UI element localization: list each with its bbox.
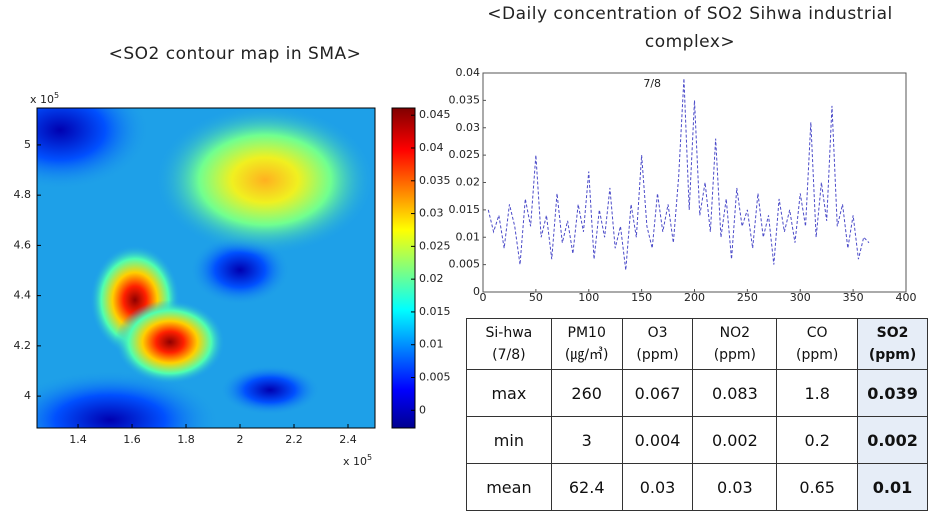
x-tick-label: 150 [631,291,652,304]
x-tick-label: 300 [790,291,811,304]
y-tick-label: 4.4 [14,289,32,302]
table-cell: 0.039 [857,369,928,417]
x-tick-label: 2 [237,433,244,446]
x-tick-label: 1.4 [69,433,87,446]
y-tick-label: 5 [24,138,31,151]
header-line: NO2 [719,325,751,341]
y-tick-label: 4 [24,389,31,402]
table-cell: 0.067 [621,369,694,417]
y-tick-label: 4.2 [14,339,32,352]
table-cell: 0.65 [776,463,859,511]
colorbar-tick-label: 0.025 [419,239,451,252]
colorbar-tick-label: 0.045 [419,108,451,121]
colorbar-tick-label: 0.03 [419,207,444,220]
header-cell: Si-hwa (7/8) [466,318,552,370]
x-tick-label: 350 [843,291,864,304]
colorbar-tick-label: 0 [419,403,426,416]
table-cell: 0.083 [692,369,778,417]
colorbar-tick-label: 0.005 [419,371,451,384]
y-tick-label: 0.01 [456,230,481,243]
contour-title: <SO2 contour map in SMA> [108,44,362,64]
x-tick-label: 1.8 [177,433,195,446]
header-line: PM10 [567,325,606,341]
y-tick-label: 0.02 [456,176,481,189]
table-cell: 0.004 [621,416,694,464]
x-tick-label: 200 [684,291,705,304]
x-multiplier: x 105 [343,453,372,469]
table-cell: 0.002 [857,416,928,464]
x-tick-label: 400 [896,291,917,304]
table-cell: 0.002 [692,416,778,464]
x-tick-label: 0 [480,291,487,304]
x-tick-label: 100 [578,291,599,304]
contour-field [37,108,375,428]
x-tick-label: 50 [529,291,543,304]
y-tick-label: 0.04 [456,66,481,79]
y-tick-label: 4.8 [14,188,32,201]
colorbar-tick-label: 0.02 [419,272,444,285]
colorbar-tick-label: 0.015 [419,305,451,318]
table-cell: 0.03 [692,463,778,511]
y-tick-label: 0.015 [449,203,481,216]
line-title: <Daily concentration of SO2 Sihwa indust… [487,4,893,52]
table-cell: 0.03 [621,463,694,511]
multiplier-base: x 10 [343,455,367,468]
header-cell: NO2 (ppm) [692,318,778,370]
header-line: (ppm) [636,347,679,363]
multiplier-exponent: 5 [54,91,59,100]
header-cell: PM10 (㎍/㎥) [550,318,623,370]
table-body: Si-hwa (7/8) PM10 (㎍/㎥) O3 (ppm) NO2 (ppm) CO (pp… [466,318,928,511]
table-cell: max [466,369,552,417]
y-tick-label: 0 [473,285,480,298]
table-cell: 1.8 [776,369,859,417]
y-tick-label: 0.03 [456,121,481,134]
table-cell: 0.2 [776,416,859,464]
header-line: O3 [647,325,668,341]
x-tick-label: 1.6 [123,433,141,446]
table-cell: 3 [550,416,623,464]
y-tick-label: 0.035 [449,93,481,106]
x-tick-label: 2.4 [339,433,357,446]
y-tick-label: 0.025 [449,148,481,161]
annotation: 7/8 [643,77,661,90]
header-cell: CO (ppm) [776,318,859,370]
header-line: (ppm) [795,347,839,363]
x-tick-label: 250 [737,291,758,304]
table-row: min 3 0.004 0.002 0.2 0.002 [466,416,928,464]
colorbar-tick-label: 0.035 [419,174,451,187]
y-multiplier: x 105 [30,91,59,107]
header-line: (㎍/㎥) [564,347,609,363]
table-cell: 62.4 [550,463,623,511]
header-line: (ppm) [713,347,757,363]
y-tick-label: 0.005 [449,258,481,271]
contour-frame [36,107,376,429]
y-tick-label: 4.6 [14,238,32,251]
header-line: (7/8) [492,347,526,363]
table-cell: mean [466,463,552,511]
header-line: (ppm) [868,347,917,363]
table-cell: min [466,416,552,464]
data-table: Si-hwa (7/8) PM10 (㎍/㎥) O3 (ppm) NO2 (ppm) CO (pp… [466,318,928,511]
multiplier-base: x 10 [30,93,54,106]
series-line [487,78,870,271]
table-row: mean 62.4 0.03 0.03 0.65 0.01 [466,463,928,511]
x-tick-label: 2.2 [285,433,303,446]
colorbar-tick-label: 0.01 [419,338,444,351]
header-cell: SO2 (ppm) [857,318,928,370]
table-row: max 260 0.067 0.083 1.8 0.039 [466,369,928,417]
header-line: CO [806,325,828,341]
table-cell: 260 [550,369,623,417]
header-line: Si-hwa [485,325,533,341]
colorbar [391,107,416,429]
header-line: SO2 [876,325,909,341]
table-cell: 0.01 [857,463,928,511]
header-cell: O3 (ppm) [621,318,694,370]
header-row: Si-hwa (7/8) PM10 (㎍/㎥) O3 (ppm) NO2 (ppm) CO (pp… [466,318,928,370]
colorbar-tick-label: 0.04 [419,141,444,154]
multiplier-exponent: 5 [367,453,372,462]
